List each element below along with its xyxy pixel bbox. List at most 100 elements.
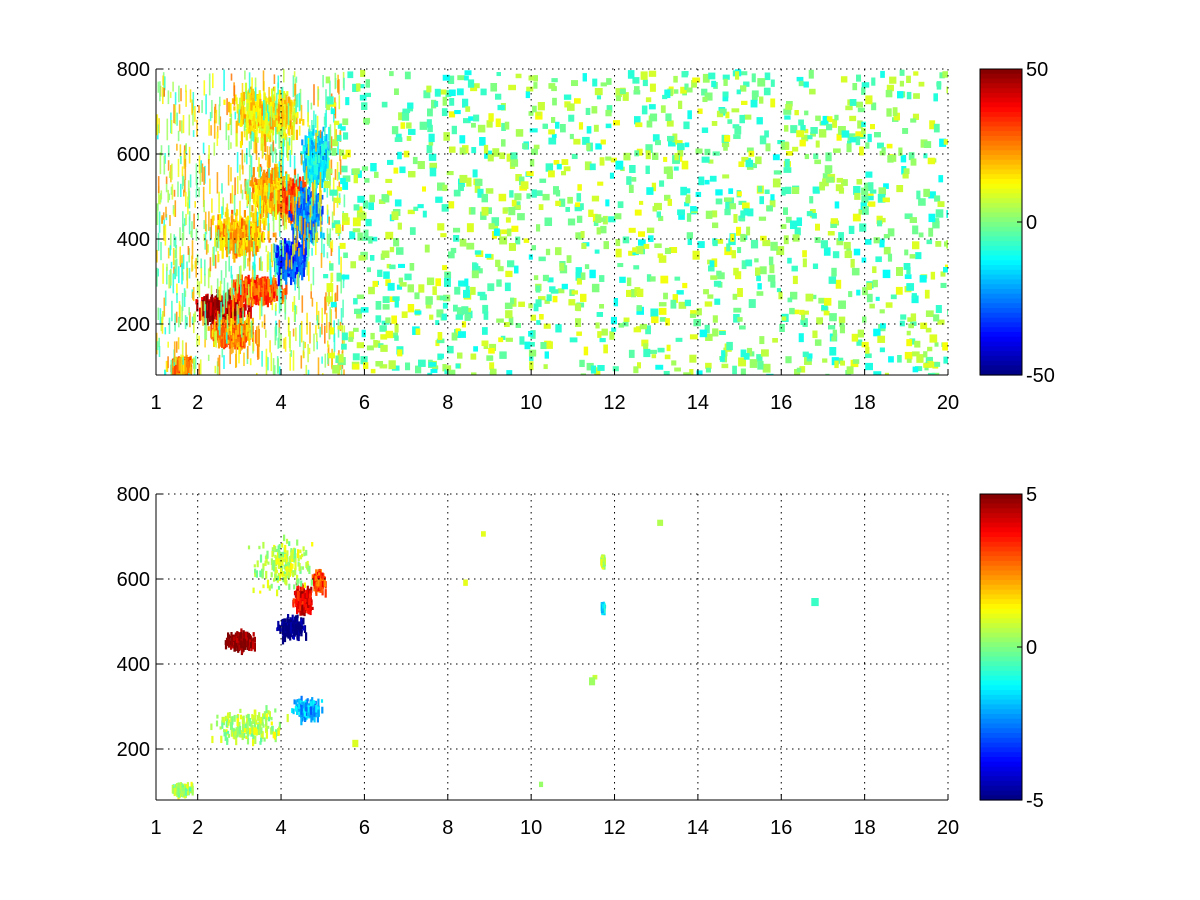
heat-cell-1-4-395 [220, 222, 223, 232]
heat-cell-1-0-414 [214, 299, 217, 310]
noise-cell-1-a-105 [176, 283, 178, 296]
heat-cell-1-0-290 [202, 301, 205, 311]
heat-cell-1-4-365 [220, 227, 224, 236]
heat-cell-1-0-191 [196, 299, 199, 312]
noise-cell-1-a-311 [220, 270, 223, 284]
heat-cell-1-5-254 [257, 178, 260, 187]
heat-cell-1-4-393 [245, 237, 248, 247]
noise-cell-1-a-334 [225, 122, 228, 141]
noise-cell-1-a-258 [240, 184, 242, 194]
noise-cell-1-a-81 [160, 242, 162, 261]
heat-cell-1-7-371 [259, 98, 262, 109]
heat-cell-1-4-412 [252, 223, 255, 231]
heat-cell-1-4-51 [217, 214, 220, 220]
noise-cell-1-a-124 [295, 305, 298, 315]
heat-cell-1-5-258 [263, 169, 266, 181]
noise-cell-1-a-1 [205, 318, 208, 341]
noise-cell-1-a-227 [182, 271, 184, 281]
heat-cell-1-2-338 [221, 334, 224, 348]
heat-cell-1-9-418 [300, 209, 303, 216]
heat-cell-1-7-264 [227, 123, 230, 131]
heat-cell-1-5-414 [251, 175, 254, 187]
heat-cell-1-1-351 [244, 295, 248, 305]
heat-cell-1-10-286 [312, 125, 315, 136]
heat-cell-1-10-383 [316, 164, 319, 176]
heat-cell-1-7-312 [284, 119, 287, 130]
heat-cell-1-5-378 [269, 195, 272, 208]
heat-cell-1-4-264 [257, 228, 260, 239]
noise-cell-1-a-326 [319, 129, 322, 139]
noise-cell-1-a-68 [311, 247, 313, 256]
heat-cell-1-8-410 [286, 245, 289, 259]
heat-cell-1-0-419 [230, 299, 233, 307]
noise-cell-1-a-146 [177, 130, 180, 142]
heat-cell-1-10-403 [310, 174, 313, 181]
noise-cell-1-a-9 [330, 309, 332, 329]
heat-cell-1-4-397 [250, 245, 253, 252]
heat-cell-1-6-407 [285, 197, 288, 206]
noise-cell-1-a-48 [336, 185, 339, 208]
noise-cell-1-a-243 [189, 373, 191, 375]
noise-cell-1-a-74 [189, 312, 191, 328]
heat-cell-1-9-390 [299, 208, 302, 213]
heat-cell-1-10-366 [327, 157, 330, 169]
heat-cell-1-1-395 [274, 288, 277, 294]
heat-cell-1-7-336 [229, 103, 232, 117]
noise-cell-1-a-138 [315, 325, 317, 335]
heat-cell-1-9-370 [300, 204, 303, 214]
heat-cell-1-0-415 [211, 307, 214, 315]
noise-cell-1-a-175 [335, 129, 337, 146]
heat-cell-1-4-39 [268, 238, 271, 243]
heat-cell-1-6-357 [290, 193, 293, 207]
heat-cell-1-8-167 [285, 240, 288, 246]
noise-cell-1-a-195 [208, 73, 211, 96]
heat-cell-1-4-419 [220, 234, 223, 241]
heat-cell-1-2-213 [225, 319, 228, 325]
heat-cell-1-8-304 [288, 241, 291, 250]
heat-cell-1-7-384 [283, 132, 287, 138]
noise-cell-1-a-200 [333, 333, 336, 352]
heat-cell-1-6-243 [299, 176, 302, 183]
heat-cell-1-8-391 [278, 252, 281, 263]
heat-cell-1-7-56 [235, 132, 238, 147]
heat-cell-1-7-411 [265, 115, 268, 127]
noise-cell-1-a-10 [285, 173, 288, 191]
heat-cell-1-6-416 [292, 189, 295, 199]
heat-cell-1-5-264 [251, 205, 254, 212]
heat-cell-1-10-314 [322, 126, 325, 132]
noise-cell-1-a-333 [260, 179, 263, 202]
heat-cell-1-10-379 [306, 171, 309, 183]
noise-cell-1-a-211 [275, 127, 277, 144]
heat-cell-1-7-410 [273, 96, 276, 102]
heat-cell-1-1-399 [248, 280, 251, 290]
heat-cell-1-6-410 [285, 205, 288, 214]
heat-cell-1-2-393 [234, 330, 237, 340]
noise-cell-1-a-135 [217, 313, 220, 331]
noise-cell-1-a-351 [253, 132, 256, 154]
heat-cell-1-4-318 [262, 232, 265, 243]
noise-cell-1-a-366 [166, 263, 168, 271]
noise-cell-1-a-53 [213, 142, 216, 156]
heat-cell-1-8-354 [301, 264, 304, 276]
noise-cell-1-a-180 [293, 296, 296, 311]
heat-cell-1-7-265 [249, 123, 252, 132]
heat-cell-1-7-366 [251, 113, 254, 118]
heat-cell-1-7-267 [264, 141, 267, 152]
heat-cell-1-9-252 [320, 209, 323, 215]
heat-cell-1-2-397 [220, 327, 223, 337]
heat-cell-1-4-411 [225, 235, 228, 248]
noise-cell-1-a-162 [238, 109, 241, 123]
noise-cell-1-a-140 [296, 93, 299, 108]
noise-cell-1-a-364 [217, 229, 220, 249]
heat-cell-1-4-268 [236, 209, 239, 216]
noise-cell-1-a-302 [274, 365, 276, 375]
noise-cell-1-a-290 [188, 307, 190, 316]
noise-cell-1-a-329 [209, 112, 212, 122]
heat-cell-1-8-418 [300, 255, 303, 263]
heat-cell-1-7-157 [269, 97, 272, 103]
heat-cell-1-1-340 [240, 293, 243, 308]
noise-cell-1-a-235 [317, 310, 320, 330]
heat-cell-1-1-377 [281, 291, 284, 301]
noise-cell-1-a-173 [173, 234, 175, 247]
noise-cell-1-a-122 [170, 165, 172, 183]
